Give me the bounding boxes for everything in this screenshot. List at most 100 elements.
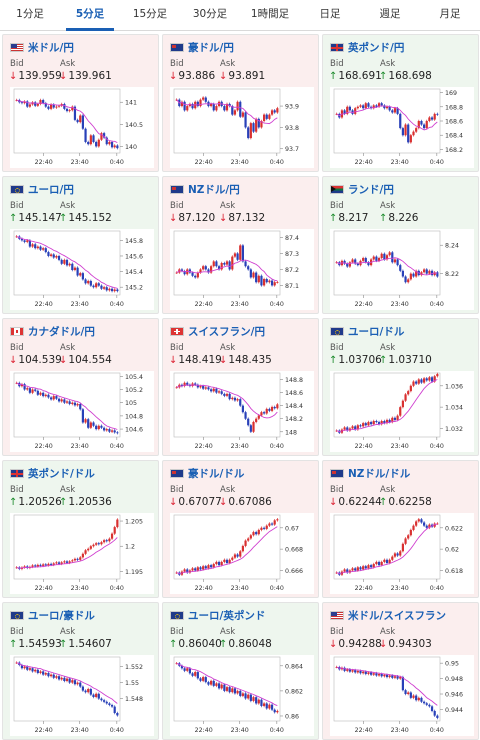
chart-bg: [330, 513, 474, 594]
pair-name[interactable]: スイスフラン/円: [188, 325, 266, 338]
pair-card[interactable]: 豪ドル/ドル Bid Ask ↓0.67077 ↓0.67086 0.666 0.668 0.…: [162, 460, 319, 598]
candle-body: [409, 273, 412, 280]
candlestick-chart[interactable]: 145.2 145.4 145.6 145.8 22:40 23:40 0:40: [10, 229, 154, 310]
pair-card[interactable]: 英ポンド/ドル Bid Ask ↑1.20526 ↑1.20536 1.195 1.2 1.2…: [2, 460, 159, 598]
pair-title[interactable]: 米ドル/円: [10, 40, 74, 54]
plot-frame: [173, 88, 281, 154]
candle-body: [385, 559, 389, 563]
tab-3[interactable]: 30分足: [192, 8, 228, 20]
candle-body: [247, 538, 250, 541]
candlestick-chart[interactable]: 104.6 104.8 105 105.2 105.4 22:40 23:40 0:40: [10, 371, 154, 452]
candle-body: [385, 106, 389, 109]
tab-0[interactable]: 1分足: [16, 8, 44, 20]
pair-title[interactable]: ランド/円: [330, 182, 394, 196]
tab-7[interactable]: 月足: [439, 8, 461, 20]
pair-title[interactable]: カナダドル/円: [10, 324, 95, 338]
ask-value: ↓104.554: [59, 354, 112, 366]
pair-title[interactable]: 英ポンド/円: [330, 40, 404, 54]
pair-card[interactable]: ユーロ/豪ドル Bid Ask ↑1.54593 ↑1.54607 1.548 1.55 1.…: [2, 602, 159, 740]
candle-body: [50, 563, 53, 565]
candle-body: [362, 671, 365, 674]
pair-name[interactable]: NZドル/円: [188, 183, 240, 196]
pair-name[interactable]: ユーロ/英ポンド: [188, 609, 266, 622]
pair-name[interactable]: 豪ドル/円: [188, 41, 234, 54]
y-tick-label: 87.2: [285, 267, 299, 274]
pair-title[interactable]: 米ドル/スイスフラン: [330, 608, 446, 622]
pair-card[interactable]: ユーロ/ドル Bid Ask ↑1.03706 ↑1.03710 1.032 1.034 1.…: [322, 318, 479, 456]
tab-4[interactable]: 1時間足: [250, 8, 290, 20]
pair-card[interactable]: ユーロ/英ポンド Bid Ask ↑0.86040 ↑0.86048 0.86 0.862 0…: [162, 602, 319, 740]
candle-body: [63, 104, 66, 109]
tab-1[interactable]: 5分足: [60, 0, 120, 31]
pair-name[interactable]: カナダドル/円: [28, 325, 95, 338]
tab-6[interactable]: 週足: [379, 8, 401, 20]
candlestick-chart[interactable]: 87.1 87.2 87.3 87.4 22:40 23:40 0:40: [170, 229, 314, 310]
pair-title[interactable]: ユーロ/豪ドル: [10, 608, 95, 622]
pair-title[interactable]: スイスフラン/円: [170, 324, 265, 338]
pair-title[interactable]: NZドル/ドル: [330, 466, 410, 480]
tab-2[interactable]: 15分足: [132, 8, 168, 20]
pair-title[interactable]: 英ポンド/ドル: [10, 466, 95, 480]
pair-card[interactable]: 米ドル/円 Bid Ask ↓139.959 ↓139.961 140 140.5 141 22…: [2, 34, 159, 172]
candlestick-chart[interactable]: 0.86 0.862 0.864 22:40 23:40 0:40: [170, 655, 314, 736]
candle-body: [31, 389, 34, 393]
candle-body: [255, 118, 258, 132]
candlestick-chart[interactable]: 148 148.2 148.4 148.6 148.8 22:40 23:40 0:40: [170, 371, 314, 452]
pair-card[interactable]: 豪ドル/円 Bid Ask ↓93.886 ↓93.891 93.7 93.8 93.9 22:…: [162, 34, 319, 172]
pair-card[interactable]: カナダドル/円 Bid Ask ↓104.539 ↓104.554 104.6 104.8 1…: [2, 318, 159, 456]
pair-card[interactable]: NZドル/ドル Bid Ask ↓0.62244 ↑0.62258 0.618 0.62 0.…: [322, 460, 479, 598]
pair-name[interactable]: NZドル/ドル: [348, 467, 411, 480]
pair-title[interactable]: 豪ドル/円: [170, 40, 234, 54]
x-tick-label: 0:40: [270, 159, 284, 166]
candle-body: [364, 671, 367, 674]
candlestick-chart[interactable]: 0.666 0.668 0.67 22:40 23:40 0:40: [170, 513, 314, 594]
pair-name[interactable]: ユーロ/ドル: [348, 325, 405, 338]
candlestick-chart[interactable]: 140 140.5 141 22:40 23:40 0:40: [10, 87, 154, 168]
pair-card[interactable]: 米ドル/スイスフラン Bid Ask ↓0.94288 ↓0.94303 0.944 0.9…: [322, 602, 479, 740]
ask-value: ↑0.62258: [379, 496, 432, 508]
pair-card[interactable]: ユーロ/円 Bid Ask ↑145.147 ↑145.152 145.2 145.4 145…: [2, 176, 159, 314]
x-tick-label: 22:40: [35, 301, 53, 308]
pair-name[interactable]: 豪ドル/ドル: [188, 467, 245, 480]
arrow-up-icon: ↑: [59, 213, 68, 224]
arrow-down-icon: ↓: [169, 71, 178, 82]
candle-body: [375, 421, 378, 423]
ask-value: ↑1.03710: [379, 354, 432, 366]
y-tick-label: 0.95: [445, 661, 459, 668]
pair-card[interactable]: 英ポンド/円 Bid Ask ↑168.691 ↑168.698 168.2 168.4 16…: [322, 34, 479, 172]
pair-name[interactable]: 英ポンド/ドル: [28, 467, 95, 480]
x-tick-label: 0:40: [430, 585, 444, 592]
pair-name[interactable]: 英ポンド/円: [348, 41, 405, 54]
bid-label: Bid: [10, 627, 24, 637]
pair-name[interactable]: ユーロ/円: [28, 183, 74, 196]
plot-frame: [13, 372, 121, 438]
candle-body: [354, 426, 357, 430]
pair-title[interactable]: ユーロ/英ポンド: [170, 608, 265, 622]
pair-title[interactable]: NZドル/円: [170, 182, 240, 196]
pair-card[interactable]: ランド/円 Bid Ask ↑8.217 ↑8.226 8.22 8.24 22:40 23:4…: [322, 176, 479, 314]
ask-label: Ask: [60, 343, 76, 353]
pair-title[interactable]: ユーロ/円: [10, 182, 74, 196]
pair-card[interactable]: スイスフラン/円 Bid Ask ↓148.419 ↓148.435 148 148.2 14…: [162, 318, 319, 456]
candlestick-chart[interactable]: 0.944 0.946 0.948 0.95 22:40 23:40 0:40: [330, 655, 474, 736]
y-tick-label: 145.4: [125, 269, 143, 276]
pair-title[interactable]: ユーロ/ドル: [330, 324, 404, 338]
candlestick-chart[interactable]: 1.032 1.034 1.036 22:40 23:40 0:40: [330, 371, 474, 452]
pair-name[interactable]: 米ドル/円: [28, 41, 74, 54]
candlestick-chart[interactable]: 0.618 0.62 0.622 22:40 23:40 0:40: [330, 513, 474, 594]
candlestick-chart[interactable]: 93.7 93.8 93.9 22:40 23:40 0:40: [170, 87, 314, 168]
ask-number: 0.94303: [388, 638, 432, 650]
candlestick-chart[interactable]: 1.195 1.2 1.205 22:40 23:40 0:40: [10, 513, 154, 594]
pair-name[interactable]: ユーロ/豪ドル: [28, 609, 95, 622]
candlestick-chart[interactable]: 8.22 8.24 22:40 23:40 0:40: [330, 229, 474, 310]
candle-body: [270, 110, 274, 115]
candle-body: [268, 408, 271, 411]
candlestick-chart[interactable]: 168.2 168.4 168.6 168.8 169 22:40 23:40 0:40: [330, 87, 474, 168]
pair-title[interactable]: 豪ドル/ドル: [170, 466, 244, 480]
tab-5[interactable]: 日足: [319, 8, 341, 20]
candle-body: [231, 397, 234, 400]
pair-name[interactable]: 米ドル/スイスフラン: [348, 609, 447, 622]
candlestick-chart[interactable]: 1.548 1.55 1.552 22:40 23:40 0:40: [10, 655, 154, 736]
pair-card[interactable]: NZドル/円 Bid Ask ↓87.120 ↓87.132 87.1 87.2 87.3 87…: [162, 176, 319, 314]
pair-name[interactable]: ランド/円: [348, 183, 394, 196]
